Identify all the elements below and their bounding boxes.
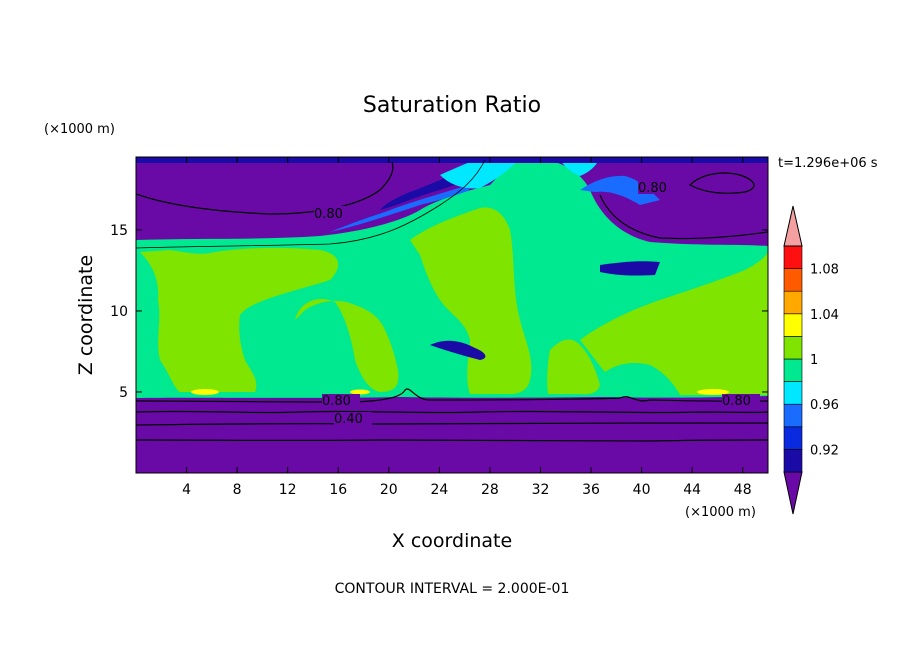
colorbar-band bbox=[783, 313, 803, 337]
x-axis: 4 8 12 16 20 24 28 32 36 40 44 48 bbox=[182, 157, 752, 498]
contour-label: 0.80 bbox=[722, 394, 751, 409]
colorbar-band bbox=[783, 403, 803, 428]
contour-interval-footer: CONTOUR INTERVAL = 2.000E-01 bbox=[335, 581, 570, 597]
supersaturated-patches bbox=[140, 207, 768, 395]
y-tick-label: 10 bbox=[110, 304, 128, 320]
colorbar: 0.92 0.96 1 1.04 1.08 bbox=[783, 205, 839, 515]
contour-label: 0.80 bbox=[314, 207, 343, 222]
colorbar-band bbox=[783, 449, 803, 473]
x-tick-label: 32 bbox=[532, 482, 550, 498]
x-tick-label: 28 bbox=[481, 482, 499, 498]
y-unit-label: (×1000 m) bbox=[44, 122, 115, 137]
colorbar-band bbox=[783, 268, 803, 292]
x-tick-label: 24 bbox=[430, 482, 448, 498]
colorbar-band bbox=[783, 290, 803, 315]
chart-title: Saturation Ratio bbox=[363, 93, 541, 118]
colorbar-label: 0.96 bbox=[810, 398, 839, 413]
x-tick-label: 16 bbox=[329, 482, 347, 498]
x-tick-label: 20 bbox=[380, 482, 398, 498]
top-band bbox=[136, 157, 768, 163]
y-axis-title: Z coordinate bbox=[75, 255, 97, 375]
colorbar-band bbox=[783, 381, 803, 405]
time-label: t=1.296e+06 s bbox=[778, 156, 878, 171]
x-axis-title: X coordinate bbox=[392, 530, 512, 552]
colorbar-label: 1.08 bbox=[810, 263, 839, 278]
contour-label: 0.40 bbox=[334, 412, 363, 427]
contour-label: 0.80 bbox=[322, 394, 351, 409]
x-tick-label: 36 bbox=[582, 482, 600, 498]
x-tick-label: 40 bbox=[633, 482, 651, 498]
colorbar-band bbox=[783, 358, 803, 382]
x-tick-label: 4 bbox=[182, 482, 191, 498]
colorbar-label: 0.92 bbox=[810, 443, 839, 458]
x-tick-label: 8 bbox=[233, 482, 242, 498]
x-tick-label: 48 bbox=[734, 482, 752, 498]
colorbar-label: 1 bbox=[810, 353, 818, 368]
y-axis: 5 10 15 bbox=[110, 223, 768, 401]
plot-frame bbox=[135, 156, 769, 474]
yellow-highlights bbox=[191, 389, 729, 395]
y-tick-label: 15 bbox=[110, 223, 128, 239]
contour-lines bbox=[136, 159, 768, 442]
x-tick-label: 12 bbox=[279, 482, 297, 498]
contour-label-group: 0.80 0.80 0.80 0.80 0.40 bbox=[314, 180, 760, 427]
colorbar-over-arrow bbox=[783, 205, 803, 247]
contour-label: 0.80 bbox=[638, 181, 667, 196]
colorbar-band bbox=[783, 336, 803, 360]
x-tick-label: 44 bbox=[683, 482, 701, 498]
colorbar-label: 1.04 bbox=[810, 308, 839, 323]
plot-area: 0.80 0.80 0.80 0.80 0.40 bbox=[136, 157, 768, 473]
x-unit-label: (×1000 m) bbox=[685, 505, 756, 520]
colorbar-band bbox=[783, 245, 803, 269]
y-tick-label: 5 bbox=[119, 385, 128, 401]
colorbar-band bbox=[783, 426, 803, 450]
colorbar-under-arrow bbox=[783, 471, 803, 515]
